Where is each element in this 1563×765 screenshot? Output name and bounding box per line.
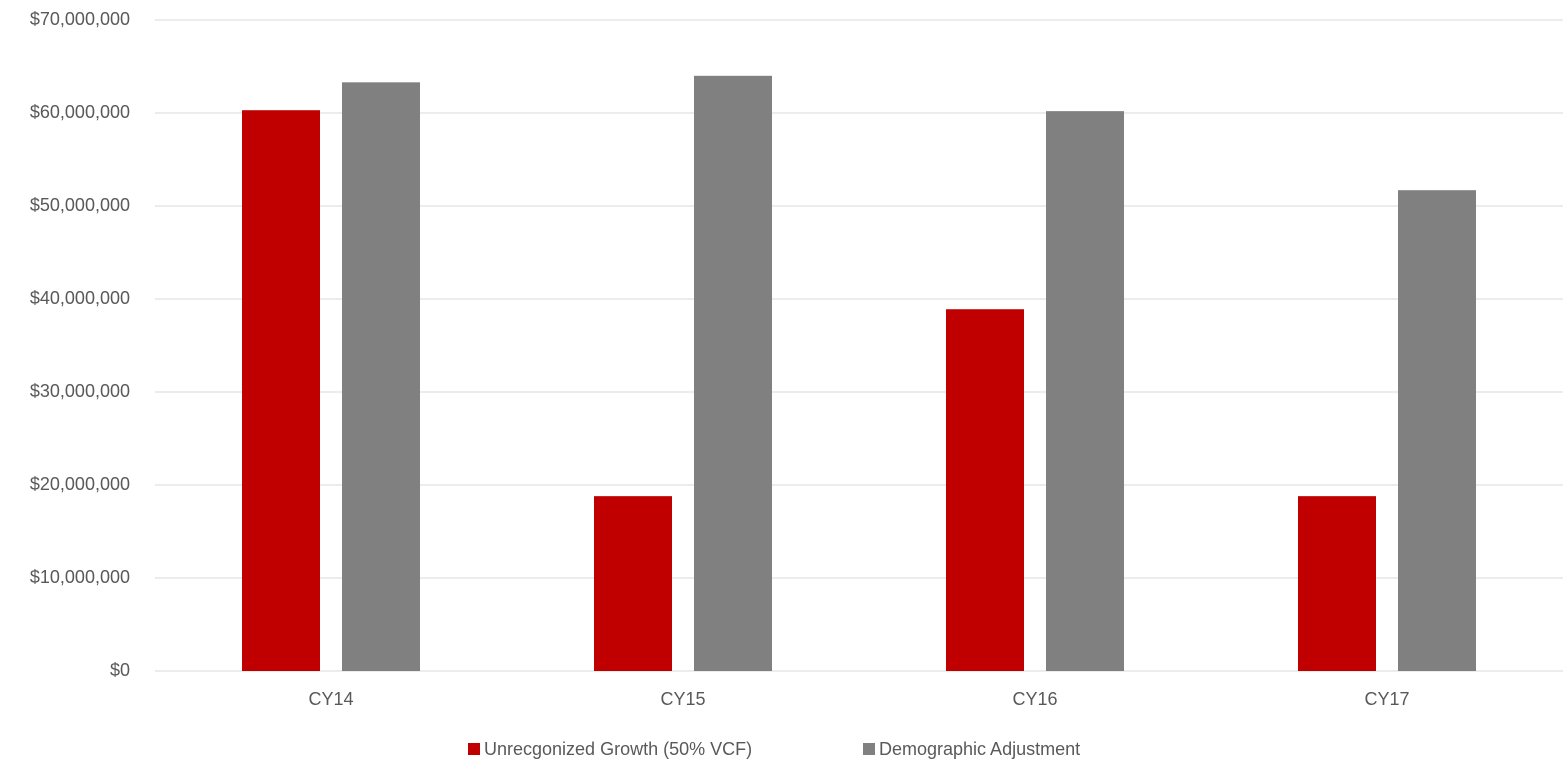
bar xyxy=(594,496,672,671)
x-tick-label: CY16 xyxy=(1012,689,1057,709)
legend-swatch xyxy=(863,743,875,755)
legend-label: Unrecgonized Growth (50% VCF) xyxy=(484,739,752,759)
bar xyxy=(1046,111,1124,671)
y-tick-label: $70,000,000 xyxy=(30,9,130,29)
y-tick-label: $40,000,000 xyxy=(30,288,130,308)
legend-label: Demographic Adjustment xyxy=(879,739,1080,759)
legend-swatch xyxy=(468,743,480,755)
y-tick-label: $10,000,000 xyxy=(30,567,130,587)
bar xyxy=(1398,190,1476,671)
bar xyxy=(342,82,420,671)
bar xyxy=(242,110,320,671)
y-tick-label: $20,000,000 xyxy=(30,474,130,494)
y-tick-label: $60,000,000 xyxy=(30,102,130,122)
y-tick-label: $30,000,000 xyxy=(30,381,130,401)
x-tick-label: CY17 xyxy=(1364,689,1409,709)
x-tick-label: CY15 xyxy=(660,689,705,709)
bar xyxy=(1298,496,1376,671)
bar xyxy=(946,309,1024,671)
y-tick-label: $0 xyxy=(110,660,130,680)
x-tick-label: CY14 xyxy=(308,689,353,709)
y-tick-label: $50,000,000 xyxy=(30,195,130,215)
bar xyxy=(694,75,772,672)
